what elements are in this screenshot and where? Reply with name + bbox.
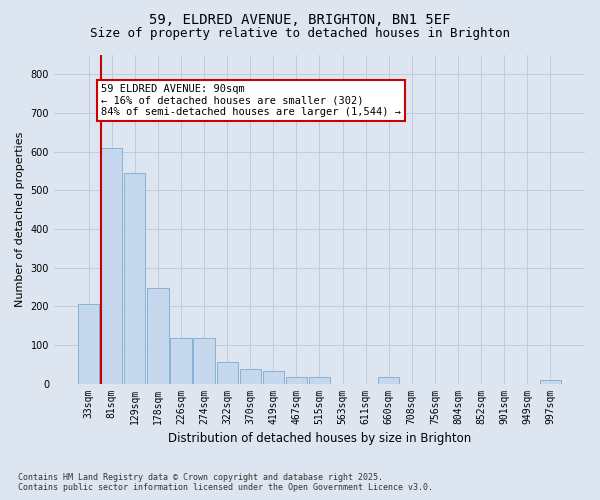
Bar [263, 371, 284, 384]
Bar [78, 304, 99, 384]
Bar [124, 173, 145, 384]
Text: 59 ELDRED AVENUE: 90sqm
← 16% of detached houses are smaller (302)
84% of semi-d: 59 ELDRED AVENUE: 90sqm ← 16% of detache… [101, 84, 401, 117]
Bar [239, 369, 261, 384]
Bar [170, 338, 191, 384]
Bar [286, 376, 307, 384]
Text: 59, ELDRED AVENUE, BRIGHTON, BN1 5EF: 59, ELDRED AVENUE, BRIGHTON, BN1 5EF [149, 12, 451, 26]
Text: Contains HM Land Registry data © Crown copyright and database right 2025.
Contai: Contains HM Land Registry data © Crown c… [18, 473, 433, 492]
Bar [193, 338, 215, 384]
Bar [217, 362, 238, 384]
X-axis label: Distribution of detached houses by size in Brighton: Distribution of detached houses by size … [168, 432, 471, 445]
Y-axis label: Number of detached properties: Number of detached properties [15, 132, 25, 307]
Bar [309, 376, 330, 384]
Bar [101, 148, 122, 384]
Bar [378, 376, 400, 384]
Text: Size of property relative to detached houses in Brighton: Size of property relative to detached ho… [90, 28, 510, 40]
Bar [147, 288, 169, 384]
Bar [539, 380, 561, 384]
